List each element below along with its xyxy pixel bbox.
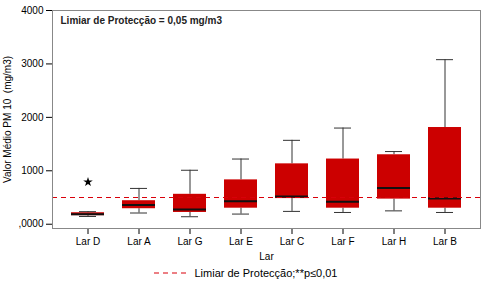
svg-text:Lar C: Lar C	[280, 236, 304, 247]
svg-text:1000: 1000	[21, 165, 44, 176]
svg-text:Lar G: Lar G	[177, 236, 202, 247]
svg-text:Lar: Lar	[259, 251, 274, 262]
svg-text:Lar E: Lar E	[229, 236, 253, 247]
svg-text:2000: 2000	[21, 112, 44, 123]
svg-text:Lar A: Lar A	[127, 236, 151, 247]
svg-text:Lar H: Lar H	[382, 236, 406, 247]
html-text:Limiar de Protecção;**p≤0,01: Limiar de Protecção;**p≤0,01	[194, 267, 338, 279]
svg-text:Lar B: Lar B	[433, 236, 457, 247]
svg-text:Lar F: Lar F	[331, 236, 354, 247]
svg-text:Valor Médio PM 10 (mg/m3): Valor Médio PM 10 (mg/m3)	[2, 56, 13, 183]
svg-text:4000: 4000	[21, 5, 44, 16]
svg-text:3000: 3000	[21, 58, 44, 69]
svg-text:,0000: ,0000	[18, 218, 43, 229]
svg-text:Lar D: Lar D	[76, 236, 100, 247]
svg-text:Limiar de Protecção = 0,05 mg/: Limiar de Protecção = 0,05 mg/m3	[61, 15, 223, 26]
